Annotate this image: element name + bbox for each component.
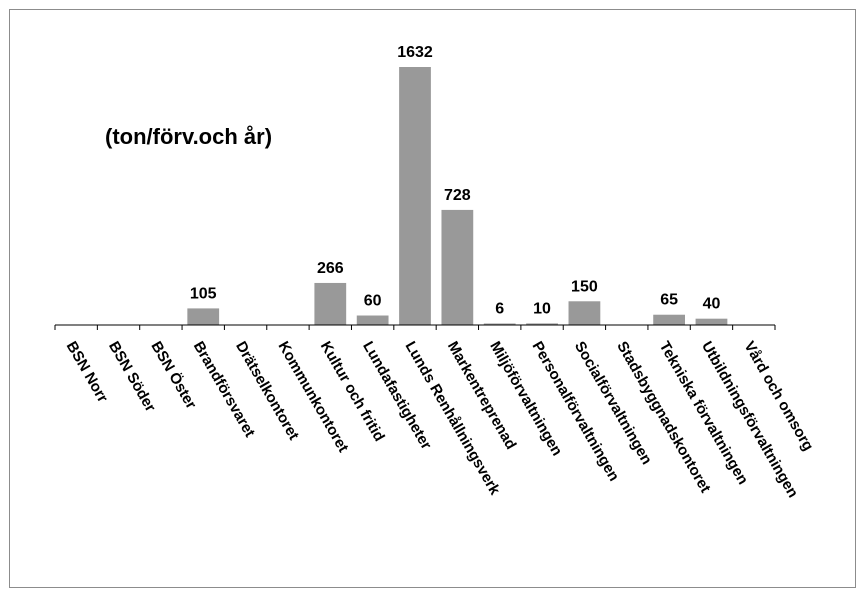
bar-8 [399,67,431,325]
x-tick-label-0: BSN Norr [63,339,112,406]
data-label-9: 728 [444,187,471,204]
bar-10 [483,323,516,325]
bar-6 [314,282,347,325]
bar-3 [187,308,220,325]
x-tick-label-12: Socialförvaltningen [571,339,655,468]
data-label-10: 6 [495,301,504,318]
data-label-6: 266 [317,260,344,277]
bar-12 [568,301,601,325]
bar-11 [526,323,558,325]
chart-frame [9,9,856,588]
chart-title: (ton/förv.och år) [105,124,272,149]
bar-15 [695,318,728,325]
data-label-14: 65 [660,292,678,309]
data-label-8: 1632 [397,44,433,61]
data-label-7: 60 [364,293,382,310]
bar-14 [653,314,685,325]
data-label-15: 40 [703,296,721,313]
x-ticks-group [54,325,776,330]
data-label-3: 105 [190,285,217,302]
bar-9 [441,209,474,325]
bar-7 [356,315,389,325]
bars-group [187,67,728,325]
data-label-12: 150 [571,278,598,295]
data-label-11: 10 [533,300,551,317]
data-labels-group: 105 266 60 1632 728 6 10 150 65 40 [190,44,721,318]
